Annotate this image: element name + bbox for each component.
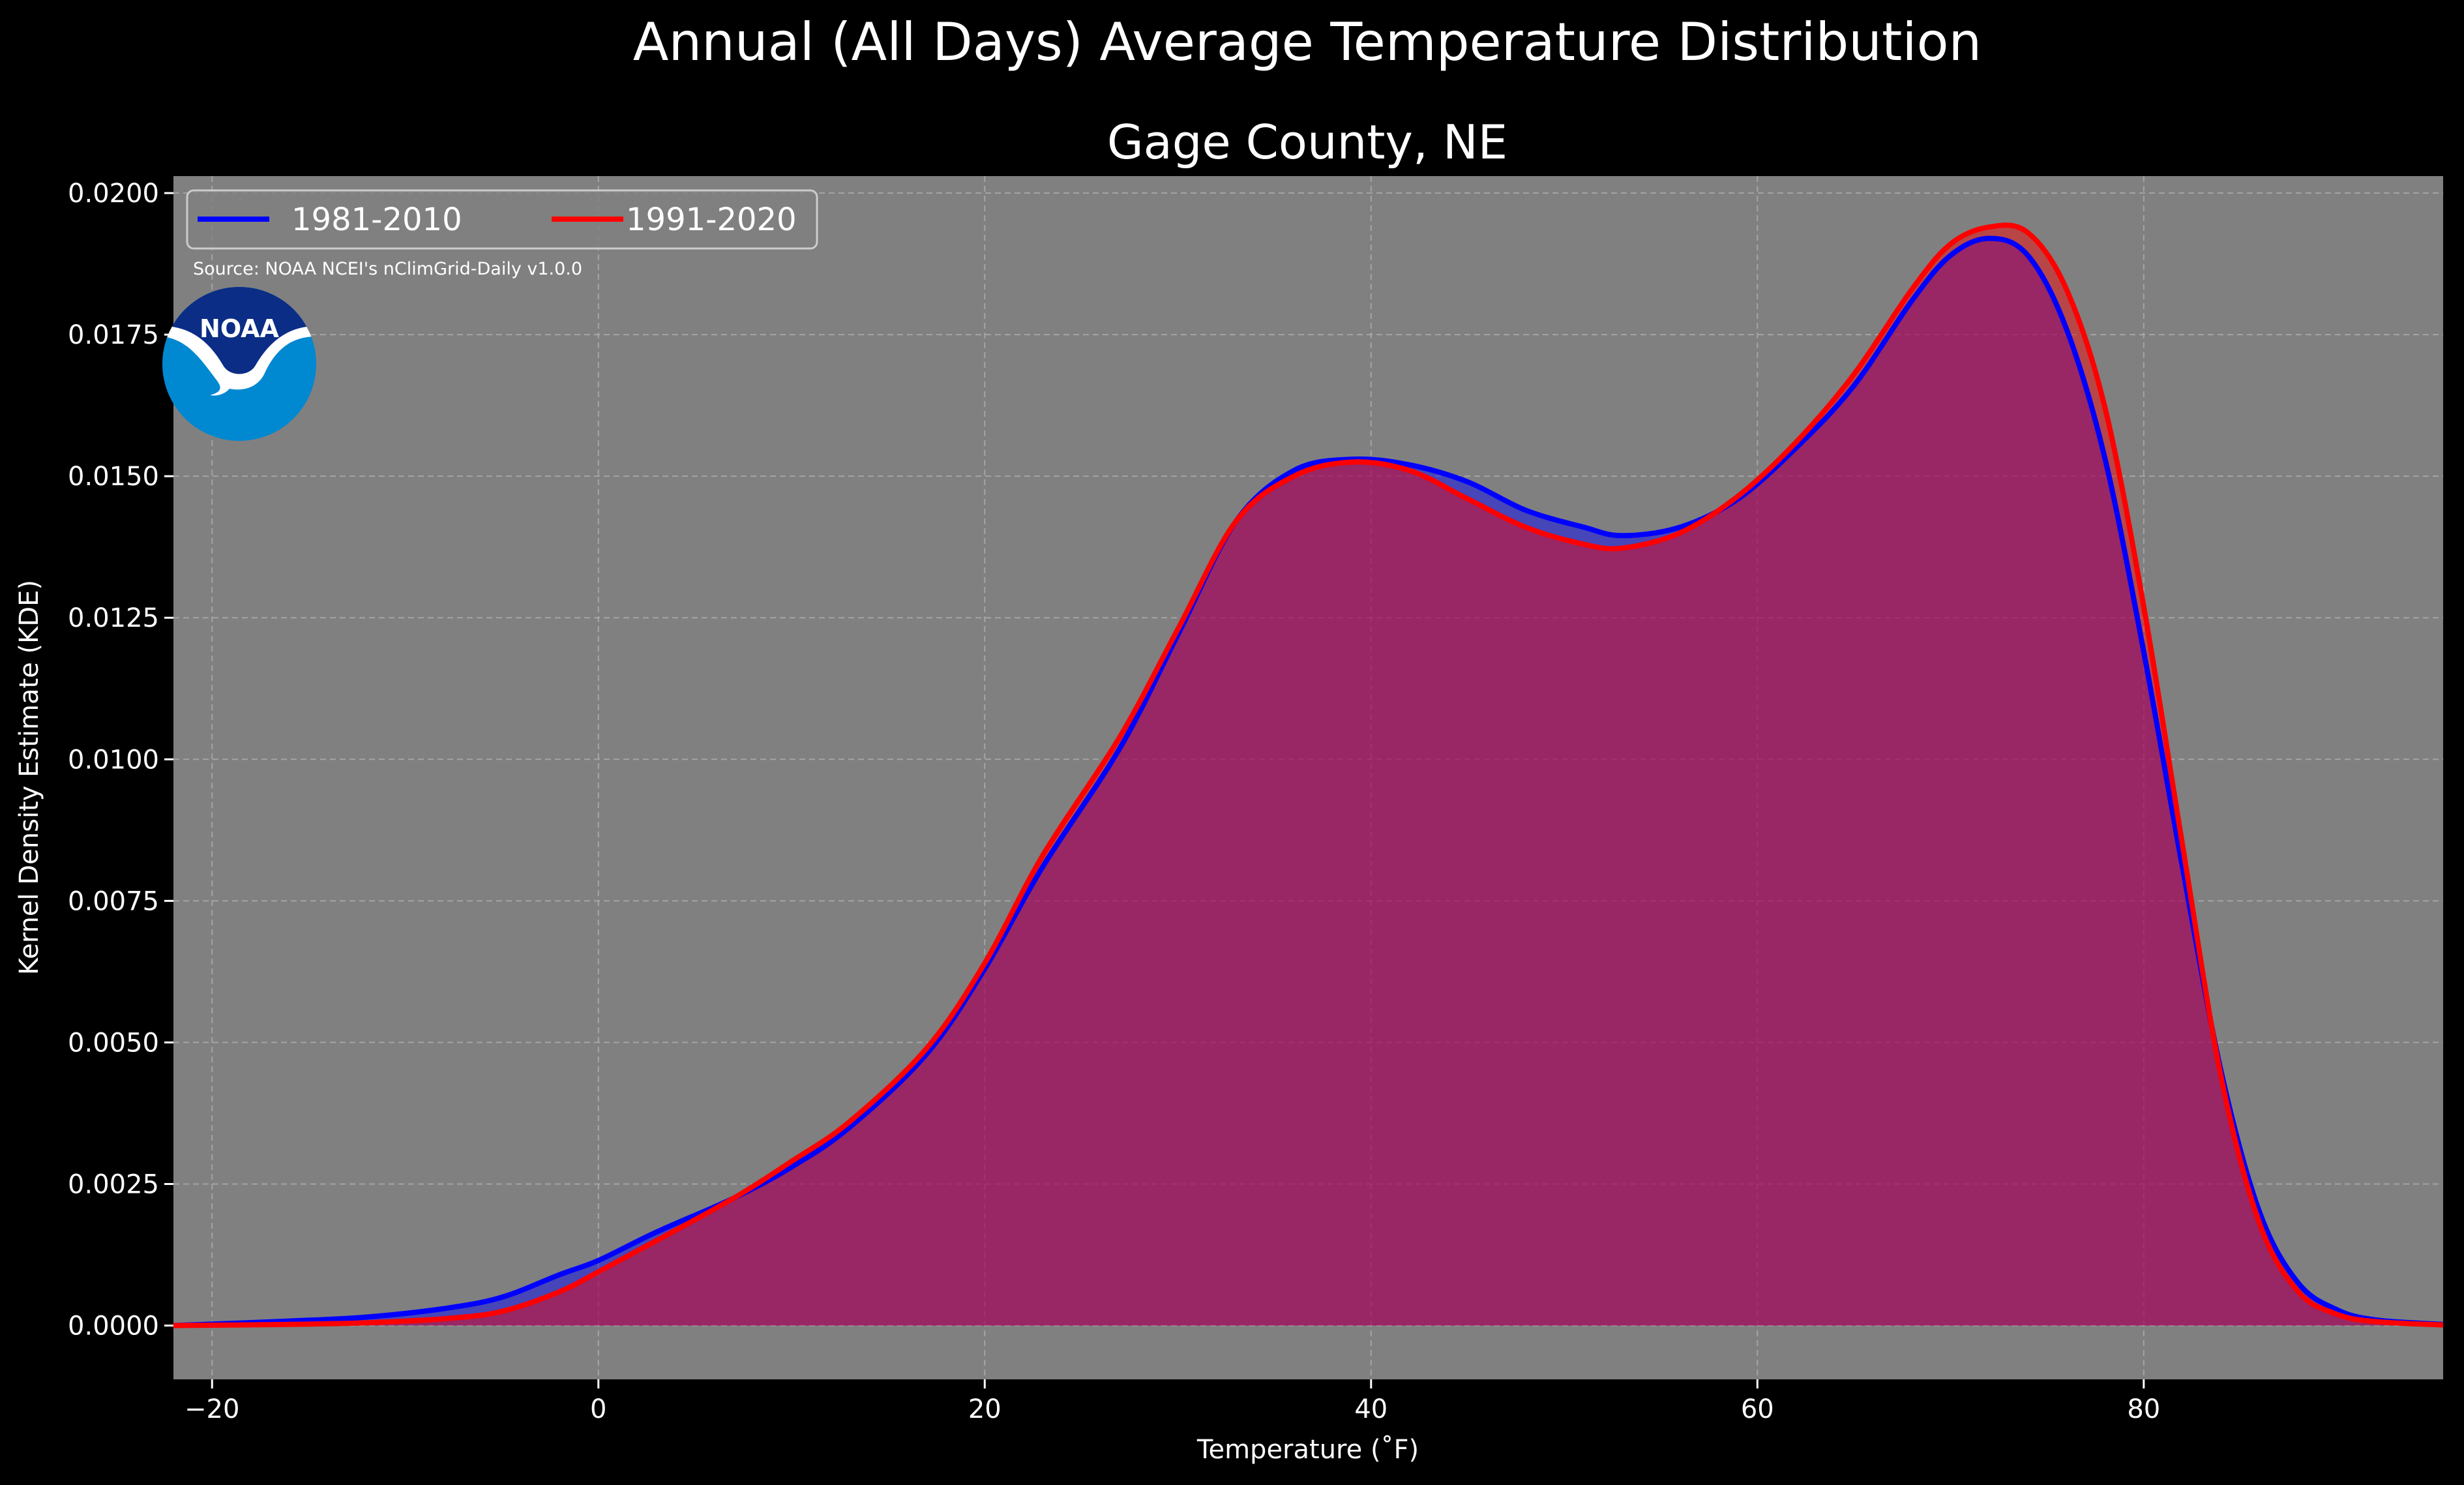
y-axis-ticks: 0.0000 0.0025 0.0050 0.0075 0.0100 0.0125 0.01… [68,179,173,1342]
chart-title: Gage County, NE [1107,115,1507,170]
legend-frame [186,189,818,250]
x-tick-label: 20 [968,1394,1002,1424]
source-annotation: Source: NOAA NCEI's nClimGrid-Daily v1.0… [193,259,582,279]
figure-suptitle: Annual (All Days) Average Temperature Di… [633,12,1982,72]
y-tick-label: 0.0050 [68,1028,159,1058]
x-axis-label: Temperature (˚F) [1196,1435,1419,1465]
line-1991-2020 [173,222,2443,1328]
density-lines [173,222,2443,1328]
legend: 1981-2010 1991-2020 [186,189,818,250]
line-1981-2010 [173,235,2443,1328]
x-tick-label: 0 [590,1394,606,1424]
x-tick-label: 40 [1354,1394,1388,1424]
y-tick-label: 0.0100 [68,745,159,775]
legend-label-1981-2010: 1981-2010 [291,202,462,238]
plot-area [173,176,2443,1379]
y-tick-label: 0.0125 [68,603,159,633]
y-tick-label: 0.0000 [68,1312,159,1342]
y-tick-label: 0.0150 [68,462,159,492]
y-tick-label: 0.0075 [68,886,159,916]
grid-lines [173,176,2443,1379]
noaa-logo: NOAA [162,287,316,441]
x-tick-label: 80 [2127,1394,2160,1424]
legend-label-1991-2020: 1991-2020 [626,202,797,238]
x-axis-ticks: −20 0 20 40 60 80 [185,1379,2160,1424]
y-axis-label: Kernel Density Estimate (KDE) [14,580,44,975]
density-areas [173,225,2443,1326]
area-1991-2020 [173,225,2443,1326]
y-tick-label: 0.0175 [68,320,159,350]
gull-wing-icon [162,326,316,396]
y-tick-label: 0.0025 [68,1169,159,1199]
x-tick-label: 60 [1741,1394,1774,1424]
noaa-logo-text: NOAA [200,314,279,343]
area-1981-2010 [173,238,2443,1326]
y-tick-label: 0.0200 [68,179,159,209]
x-tick-label: −20 [185,1394,239,1424]
